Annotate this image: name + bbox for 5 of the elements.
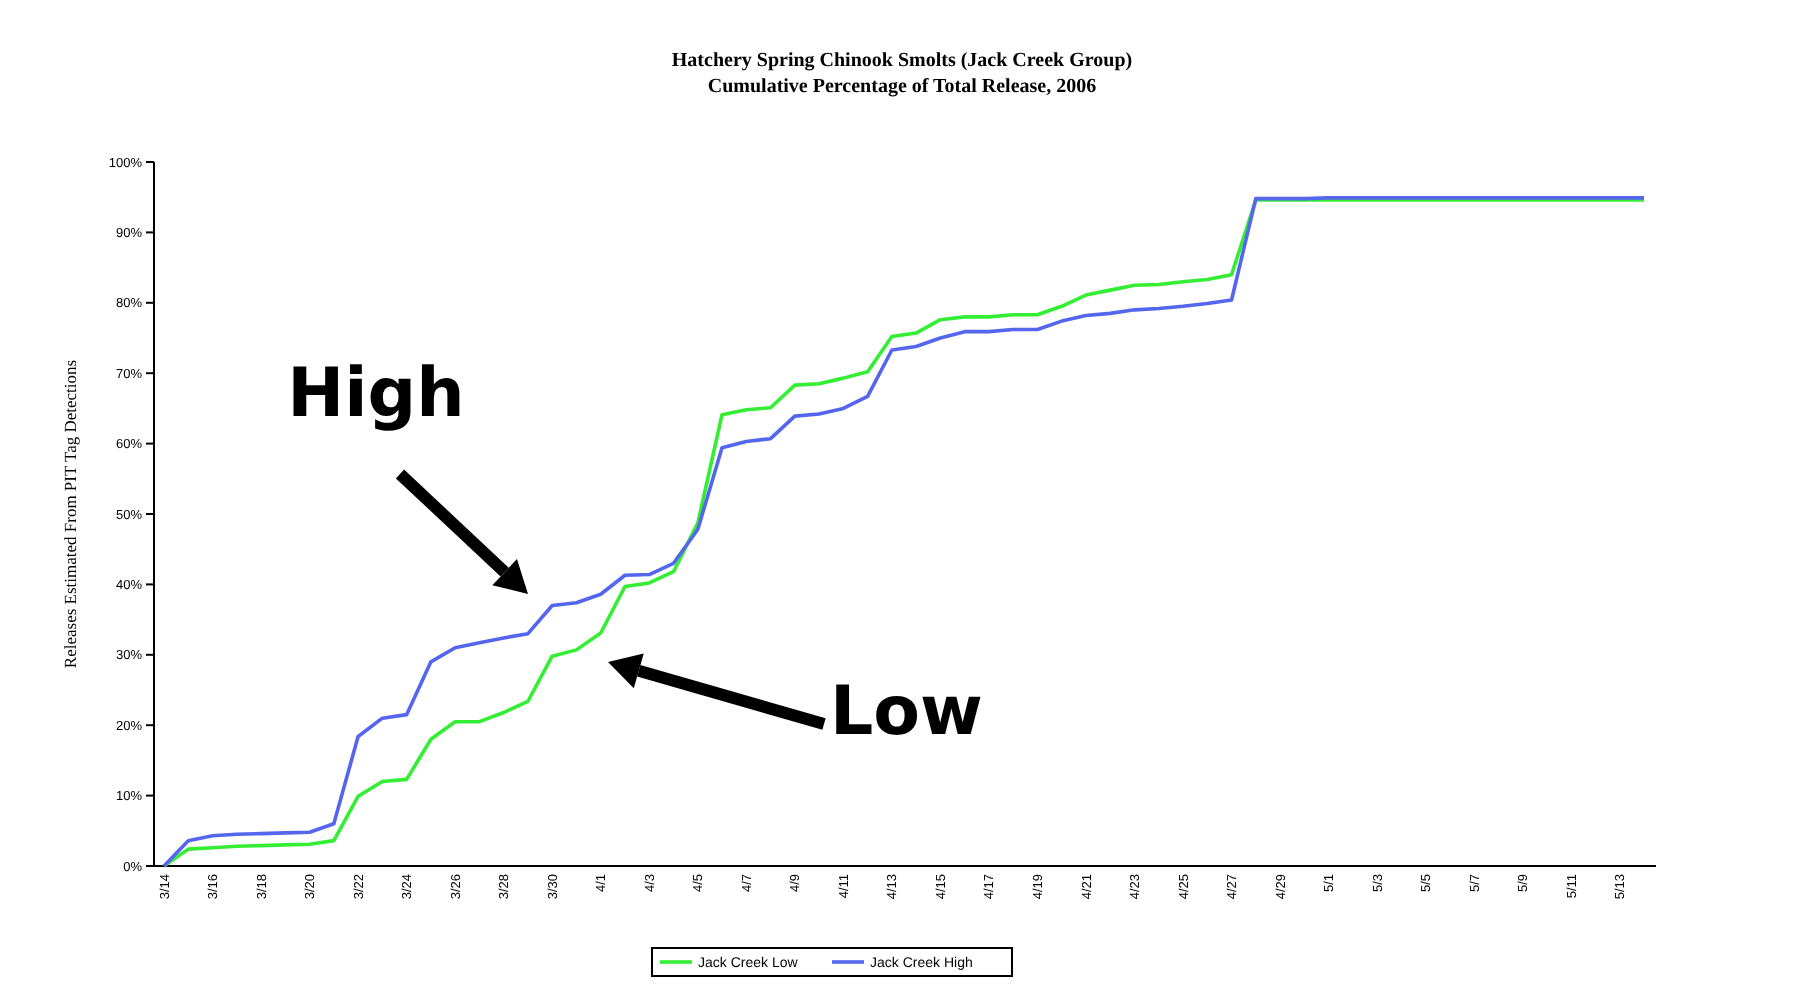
y-axis-title: Releases Estimated From PIT Tag Detections <box>60 359 80 669</box>
chart-title: Hatchery Spring Chinook Smolts (Jack Creek Group) <box>671 50 1133 72</box>
annotation: Low <box>830 672 983 752</box>
chart-subtitle: Cumulative Percentage of Total Release, 2006 <box>707 76 1097 98</box>
annotation: High <box>287 354 465 434</box>
